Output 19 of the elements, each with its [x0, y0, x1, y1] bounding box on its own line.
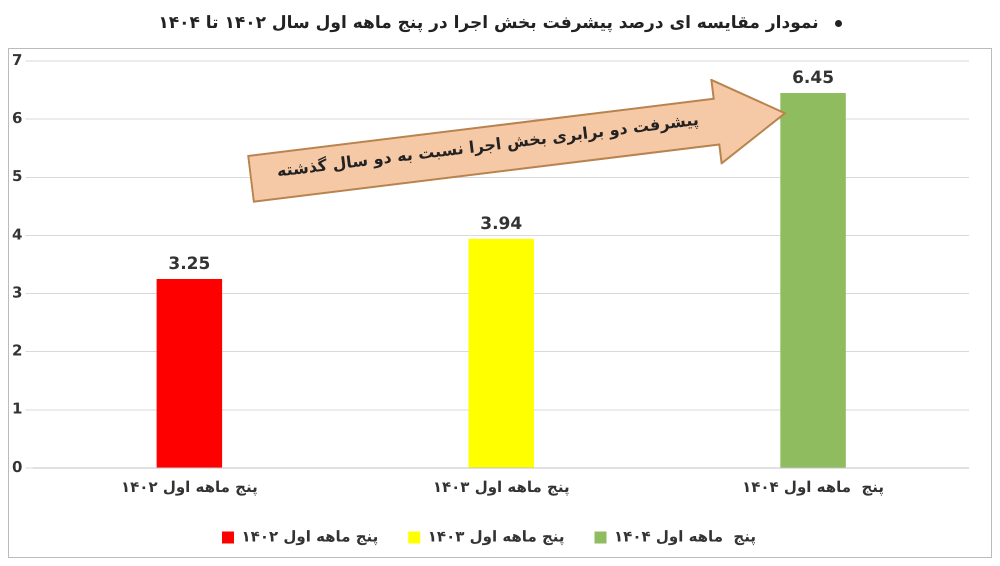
data-label: 3.94	[480, 214, 522, 234]
y-tick-label: 1	[12, 400, 22, 418]
x-tick-label: پنج ماهه اول ۱۴۰۲	[120, 478, 258, 496]
x-tick-label: پنج ماهه اول ۱۴۰۳	[432, 478, 570, 496]
y-tick-label: 5	[12, 167, 22, 186]
data-label: 6.45	[792, 68, 834, 88]
y-tick-label: 0	[12, 458, 22, 476]
annotation: پیشرفت دو برابری بخش اجرا نسبت به دو سال گذشته	[274, 108, 701, 182]
chart-title: نمودار مقایسه ای درصد پیشرفت بخش اجرا در پنج ماهه اول سال ۱۴۰۲ تا ۱۴۰۴	[158, 13, 819, 33]
y-tick-label: 2	[12, 342, 22, 360]
y-tick-label: 4	[12, 225, 22, 244]
y-tick-label: 6	[12, 109, 22, 128]
legend-label: پنج ماهه اول ۱۴۰۴	[614, 527, 756, 546]
y-tick-label: 3	[12, 283, 22, 302]
data-label: 3.25	[168, 254, 210, 274]
legend-label: پنج ماهه اول ۱۴۰۳	[428, 527, 565, 546]
x-tick-label: پنج ماهه اول ۱۴۰۴	[742, 478, 884, 496]
y-tick-label: 7	[12, 50, 22, 69]
legend-label: پنج ماهه اول ۱۴۰۲	[242, 527, 378, 546]
